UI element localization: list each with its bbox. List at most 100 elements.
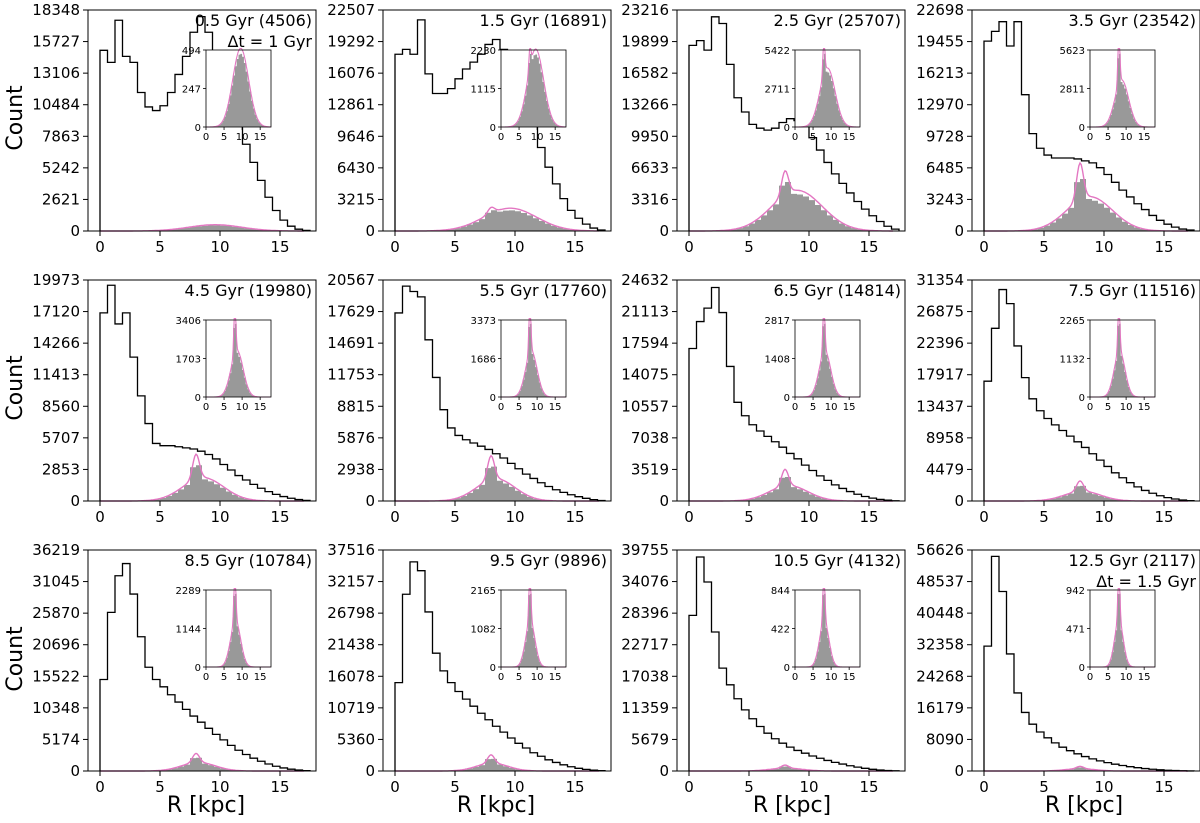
inset-y-tick-label: 0	[1079, 663, 1085, 674]
ylabel-row-3: Count	[3, 626, 28, 692]
x-tick-label: 10	[799, 238, 818, 256]
inset-x-tick-label: 10	[825, 402, 838, 413]
inset-10: 0 5 10 15 0 1082 2165	[471, 586, 567, 683]
inset-model-curve	[206, 47, 271, 128]
inner-histogram-2	[395, 210, 611, 231]
inset-x-tick-label: 15	[254, 132, 267, 143]
inset-3: 0 5 10 15 0 2711 5422	[765, 46, 861, 143]
y-tick-label: 14266	[32, 334, 80, 352]
y-tick-label: 9646	[337, 127, 375, 145]
inset-x-tick-label: 5	[810, 132, 816, 143]
inset-y-tick-label: 0	[195, 393, 201, 404]
x-tick-label: 0	[684, 778, 694, 796]
inset-x-tick-label: 10	[1120, 672, 1133, 683]
inset-y-tick-label: 2165	[471, 586, 496, 597]
y-tick-label: 8090	[926, 730, 964, 748]
panel-label-10: 9.5 Gyr (9896)	[490, 551, 607, 570]
y-tick-label: 20567	[327, 271, 375, 289]
y-tick-label: 0	[70, 762, 80, 780]
inset-x-tick-label: 10	[531, 672, 544, 683]
panel-frame-7	[676, 279, 906, 502]
y-tick-label: 4479	[926, 460, 964, 478]
y-tick-label: 2621	[42, 190, 80, 208]
panel-label-6: 5.5 Gyr (17760)	[480, 281, 607, 300]
inset-y-tick-label: 1408	[765, 355, 790, 366]
y-tick-label: 9728	[926, 127, 964, 145]
x-tick-label: 15	[859, 238, 878, 256]
x-tick-label: 15	[1154, 778, 1173, 796]
y-tick-label: 5174	[42, 730, 80, 748]
panel-frame-10	[382, 549, 612, 772]
inset-histogram	[795, 323, 860, 397]
inset-x-tick-label: 15	[254, 672, 267, 683]
y-tick-label: 10348	[32, 699, 80, 717]
y-tick-label: 17594	[621, 334, 669, 352]
x-tick-label: 15	[565, 778, 584, 796]
x-tick-label: 0	[390, 508, 400, 526]
inset-x-tick-label: 5	[810, 402, 816, 413]
y-tick-label: 34076	[621, 573, 669, 591]
x-tick-label: 5	[1039, 778, 1049, 796]
inset-y-tick-label: 1144	[176, 625, 201, 636]
y-tick-label: 24632	[621, 271, 669, 289]
inset-2: 0 5 10 15 0 1115 2230	[471, 46, 567, 143]
panel-frame-4	[971, 9, 1200, 232]
xlabel-col-2: R [kpc]	[457, 793, 535, 818]
inset-7: 0 5 10 15 0 1408 2817	[765, 316, 861, 413]
y-tick-label: 16213	[916, 64, 964, 82]
y-tick-label: 36219	[32, 541, 80, 559]
y-tick-label: 19455	[916, 33, 964, 51]
inset-y-tick-label: 2811	[1060, 85, 1085, 96]
inset-x-tick-label: 5	[516, 402, 522, 413]
y-tick-label: 19899	[621, 33, 669, 51]
panel-note-1: Δt = 1 Gyr	[227, 32, 312, 51]
x-tick-label: 5	[744, 238, 754, 256]
y-tick-label: 0	[954, 492, 964, 510]
outer-histogram-4	[983, 21, 1195, 231]
inset-x-tick-label: 15	[1138, 132, 1151, 143]
outer-histogram-11	[688, 556, 900, 772]
y-tick-label: 28396	[621, 604, 669, 622]
x-tick-label: 5	[155, 508, 165, 526]
outer-histogram-3	[688, 16, 900, 231]
panel-1: 0 5 10 15 0 2621 5242 7863 10484 13106 15727 18348 0…	[32, 1, 317, 256]
panel-12: 0 5 10 15 0 8090 16179 24268 32358 40448 48537 5662…	[916, 541, 1200, 796]
y-tick-label: 22396	[916, 334, 964, 352]
y-tick-label: 19973	[32, 271, 80, 289]
y-tick-label: 8958	[926, 429, 964, 447]
x-tick-label: 0	[979, 238, 989, 256]
y-tick-label: 7038	[631, 429, 669, 447]
y-tick-label: 10557	[621, 397, 669, 415]
inset-x-tick-label: 0	[203, 132, 209, 143]
inset-histogram	[1090, 323, 1155, 397]
inset-x-tick-label: 10	[531, 132, 544, 143]
x-tick-label: 5	[155, 238, 165, 256]
y-tick-label: 31354	[916, 271, 964, 289]
inset-x-tick-label: 0	[1087, 672, 1093, 683]
y-tick-label: 18348	[32, 1, 80, 19]
y-tick-label: 15522	[32, 667, 80, 685]
inset-y-tick-label: 2289	[176, 586, 201, 597]
outer-histogram-9	[99, 562, 311, 772]
inset-histogram	[795, 53, 860, 127]
inset-4: 0 5 10 15 0 2811 5623	[1060, 46, 1156, 143]
inset-y-tick-label: 0	[784, 123, 790, 134]
panel-note-12: Δt = 1.5 Gyr	[1096, 572, 1196, 591]
panel-frame-1	[87, 9, 317, 232]
y-tick-label: 39755	[621, 541, 669, 559]
inset-x-tick-label: 15	[254, 402, 267, 413]
panel-2: 0 5 10 15 0 3215 6430 9646 12861 16076 19292 22507 1…	[327, 1, 612, 256]
x-tick-label: 0	[390, 778, 400, 796]
y-tick-label: 6633	[631, 159, 669, 177]
inset-y-tick-label: 3406	[176, 316, 201, 327]
inset-y-tick-label: 1082	[471, 625, 496, 636]
y-tick-label: 21113	[621, 303, 669, 321]
panel-label-3: 2.5 Gyr (25707)	[774, 11, 901, 30]
y-tick-label: 0	[365, 222, 375, 240]
inset-x-tick-label: 5	[1105, 672, 1111, 683]
x-tick-label: 15	[270, 238, 289, 256]
inset-y-tick-label: 247	[182, 85, 201, 96]
inset-x-tick-label: 0	[1087, 132, 1093, 143]
inset-histogram	[206, 323, 271, 397]
inset-x-tick-label: 5	[516, 672, 522, 683]
